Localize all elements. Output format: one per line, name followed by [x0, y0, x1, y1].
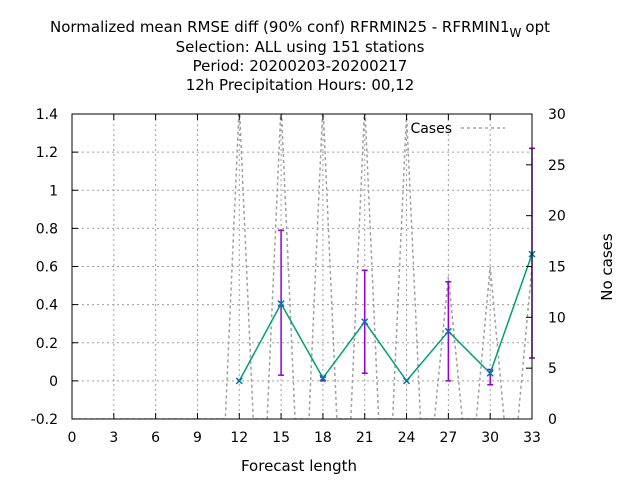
y-tick-label: 0 [49, 374, 58, 390]
data-point [444, 327, 452, 335]
point-marker-stroke [235, 377, 243, 385]
axes: 0 3 6 9 12 15 18 21 24 27 30 33 -0.2 0 0.2 0.4 0.6 0.8 1 1.… [31, 107, 566, 446]
y-tick-label: 1.2 [36, 145, 58, 161]
y-tick-label: 0.6 [36, 260, 58, 276]
chart-title: Normalized mean RMSE diff (90% conf) RFR… [50, 18, 550, 94]
y-tick-label: -0.2 [31, 412, 58, 428]
point-marker-stroke [277, 300, 285, 308]
title-line-3: Period: 20200203-20200217 [193, 57, 408, 75]
y-tick-label: 0.2 [36, 336, 58, 352]
data-point [235, 377, 243, 385]
y-tick-label: 1.4 [36, 107, 58, 123]
data-point [319, 374, 327, 382]
y-tick-label: 0.8 [36, 221, 58, 237]
point-marker-stroke [444, 327, 452, 335]
x-tick-label: 33 [523, 430, 541, 446]
y-tick-label: 0.4 [36, 298, 58, 314]
y2-tick-label: 5 [548, 361, 557, 377]
y2-tick-label: 20 [548, 209, 566, 225]
y2-tick-label: 0 [548, 412, 557, 428]
x-tick-label: 30 [481, 430, 499, 446]
rmse-line [238, 253, 533, 383]
x-tick-label: 0 [68, 430, 77, 446]
y2-tick-label: 10 [548, 310, 566, 326]
x-tick-label: 9 [193, 430, 202, 446]
cases-series [72, 114, 532, 419]
y2-tick-label: 25 [548, 158, 566, 174]
cases-line [72, 114, 532, 419]
data-point [361, 318, 369, 326]
title-line-4: 12h Precipitation Hours: 00,12 [186, 76, 415, 94]
data-point [403, 377, 411, 385]
x-tick-label: 27 [439, 430, 457, 446]
x-tick-label: 18 [314, 430, 332, 446]
x-tick-label: 15 [272, 430, 290, 446]
point-marker-stroke [403, 377, 411, 385]
point-marker-stroke [361, 318, 369, 326]
x-tick-label: 3 [109, 430, 118, 446]
grid [72, 114, 532, 419]
data-point [486, 369, 494, 377]
legend: Cases [410, 121, 505, 137]
y2-tick-label: 30 [548, 107, 566, 123]
title-line-2: Selection: ALL using 151 stations [176, 38, 425, 56]
point-marker-stroke [319, 374, 327, 382]
title-subscript: W [510, 26, 522, 40]
y-tick-label: 1 [49, 183, 58, 199]
y2-tick-label: 15 [548, 260, 566, 276]
x-tick-label: 6 [151, 430, 160, 446]
legend-label-cases: Cases [410, 121, 452, 137]
title-line-1: Normalized mean RMSE diff (90% conf) RFR… [50, 18, 550, 40]
title-suffix: opt [525, 18, 550, 36]
data-point [277, 300, 285, 308]
x-tick-label: 12 [230, 430, 248, 446]
point-marker-stroke [486, 369, 494, 377]
x-tick-label: 24 [398, 430, 416, 446]
x-axis-label: Forecast length [241, 457, 357, 475]
y2-axis-label: No cases [598, 233, 616, 301]
x-tick-label: 21 [356, 430, 374, 446]
